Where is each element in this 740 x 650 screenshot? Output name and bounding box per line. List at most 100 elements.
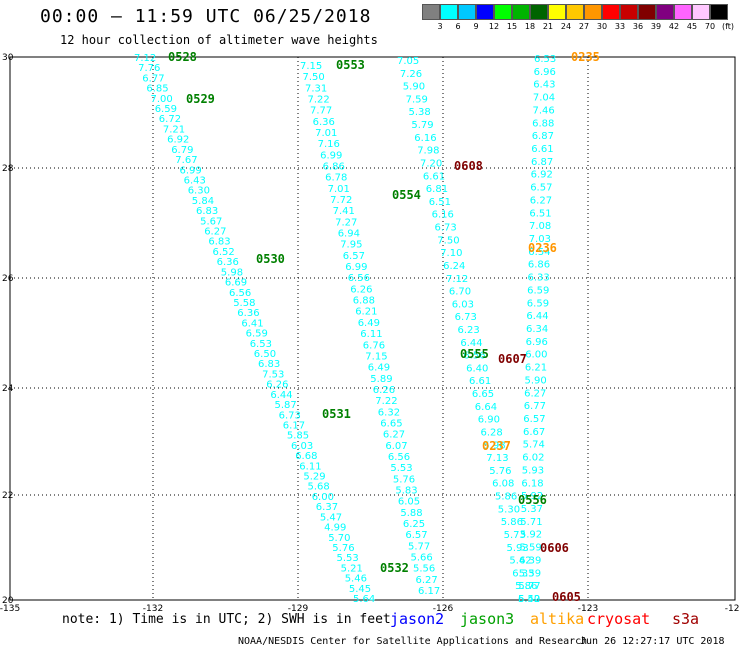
wave-height-value: 6.96	[526, 337, 548, 348]
wave-height-value: 6.51	[529, 208, 551, 219]
wave-height-value: 6.65	[380, 418, 402, 429]
wave-height-value: 6.86	[323, 162, 345, 173]
wave-height-value: 5.86	[515, 581, 537, 592]
legend-swatch	[530, 4, 548, 20]
legend-label: 15	[506, 22, 518, 31]
wave-height-value: 5.86	[495, 492, 517, 503]
wave-height-value: 5.37	[521, 504, 543, 515]
satellite-s3a: s3a	[672, 610, 700, 628]
lat-tick-label: 26	[2, 274, 14, 284]
wave-height-value: 6.26	[373, 385, 395, 396]
wave-height-value: 6.85	[146, 84, 168, 95]
wave-height-value: 5.53	[337, 553, 359, 564]
wave-height-value: 6.03	[291, 441, 313, 452]
wave-height-value: 6.33	[528, 273, 550, 284]
lat-tick-label: 24	[2, 384, 14, 394]
wave-height-value: 6.73	[435, 223, 457, 234]
wave-height-value: 7.15	[365, 351, 387, 362]
wave-height-value: 6.26	[266, 380, 288, 391]
legend-swatch	[710, 4, 728, 20]
wave-height-value: 6.17	[418, 586, 440, 597]
credit-line: NOAA/NESDIS Center for Satellite Applica…	[238, 636, 588, 647]
wave-height-value: 6.99	[320, 150, 342, 161]
wave-height-value: 7.59	[406, 94, 428, 105]
wave-height-value: 6.90	[478, 415, 500, 426]
lon-tick-label: -120	[725, 604, 740, 614]
wave-height-value: 6.49	[368, 363, 390, 374]
legend-swatch	[494, 4, 512, 20]
legend-label: 30	[596, 22, 608, 31]
legend-label: 36	[632, 22, 644, 31]
wave-height-value: 6.43	[184, 176, 206, 187]
lat-tick-label: 22	[2, 491, 13, 501]
pass-time-label: 0235	[571, 50, 600, 64]
wave-height-value: 5.53	[390, 463, 412, 474]
wave-height-value: 6.57	[530, 183, 552, 194]
legend-swatch	[566, 4, 584, 20]
wave-height-value: 5.84	[192, 196, 214, 207]
wave-height-value: 7.41	[333, 206, 355, 217]
wave-height-value: 7.98	[417, 146, 439, 157]
wave-height-value: 5.59	[520, 543, 542, 554]
pass-time-label: 0606	[540, 541, 569, 555]
wave-height-value: 7.67	[175, 155, 197, 166]
wave-height-value: 5.77	[518, 581, 540, 592]
pass-time-label: 0530	[256, 252, 285, 266]
satellite-jason3: jason3	[460, 610, 515, 628]
wave-height-value: 7.27	[335, 217, 357, 228]
wave-height-value: 7.12	[446, 274, 468, 285]
wave-height-value: 6.34	[526, 324, 548, 335]
wave-height-value: 5.98	[483, 440, 505, 451]
wave-height-value: 7.04	[533, 93, 555, 104]
wave-height-value: 7.77	[310, 106, 332, 117]
wave-height-value: 6.52	[213, 247, 235, 258]
wave-height-value: 5.76	[489, 466, 511, 477]
wave-height-value: 5.30	[498, 504, 520, 515]
wave-height-value: 6.02	[522, 453, 544, 464]
wave-height-value: 6.92	[167, 135, 189, 146]
footnote: note: 1) Time is in UTC; 2) SWH is in fe…	[62, 612, 391, 627]
wave-height-value: 5.92	[520, 530, 542, 541]
page-title: 00:00 – 11:59 UTC 06/25/2018	[40, 6, 372, 27]
wave-height-value: 7.10	[440, 248, 462, 259]
legend-swatch	[692, 4, 710, 20]
wave-height-value: 6.41	[241, 318, 263, 329]
wave-height-value: 6.56	[348, 273, 370, 284]
pass-time-label: 0608	[454, 159, 483, 173]
wave-height-value: 6.59	[527, 298, 549, 309]
wave-height-value: 6.61	[423, 171, 445, 182]
wave-height-value: 6.24	[443, 261, 465, 272]
wave-height-value: 6.42	[518, 594, 540, 605]
wave-height-value: 6.51	[429, 197, 451, 208]
wave-height-value: 5.83	[395, 486, 417, 497]
pass-time-label: 0237	[482, 439, 511, 453]
wave-height-value: 7.01	[328, 184, 350, 195]
wave-height-value: 6.26	[350, 284, 372, 295]
wave-height-value: 6.08	[492, 479, 514, 490]
wave-height-value: 5.98	[221, 267, 243, 278]
wave-height-value: 5.67	[200, 216, 222, 227]
wave-height-value: 6.83	[196, 206, 218, 217]
wave-height-value: 6.27	[204, 227, 226, 238]
lat-tick-label: 20	[2, 596, 14, 606]
wave-height-value: 6.87	[531, 157, 553, 168]
wave-height-value: 6.83	[208, 237, 230, 248]
wave-height-value: 7.15	[300, 61, 322, 72]
wave-height-value: 7.53	[262, 369, 284, 380]
legend-label: 70	[704, 22, 716, 31]
pass-time-label: 0529	[186, 92, 215, 106]
page-subtitle: 12 hour collection of altimeter wave hei…	[60, 33, 378, 47]
wave-height-value: 6.39	[519, 555, 541, 566]
wave-height-value: 6.36	[313, 117, 335, 128]
legend-swatch	[476, 4, 494, 20]
wave-height-value: 6.21	[525, 363, 547, 374]
legend-label: (ft)	[721, 22, 735, 31]
wave-height-value: 6.27	[383, 430, 405, 441]
wave-height-value: 7.50	[303, 72, 325, 83]
pass-time-label: 0605	[552, 590, 581, 604]
wave-height-value: 5.89	[370, 374, 392, 385]
wave-height-value: 5.70	[328, 533, 350, 544]
legend-swatch	[512, 4, 530, 20]
wave-height-value: 5.56	[413, 564, 435, 575]
